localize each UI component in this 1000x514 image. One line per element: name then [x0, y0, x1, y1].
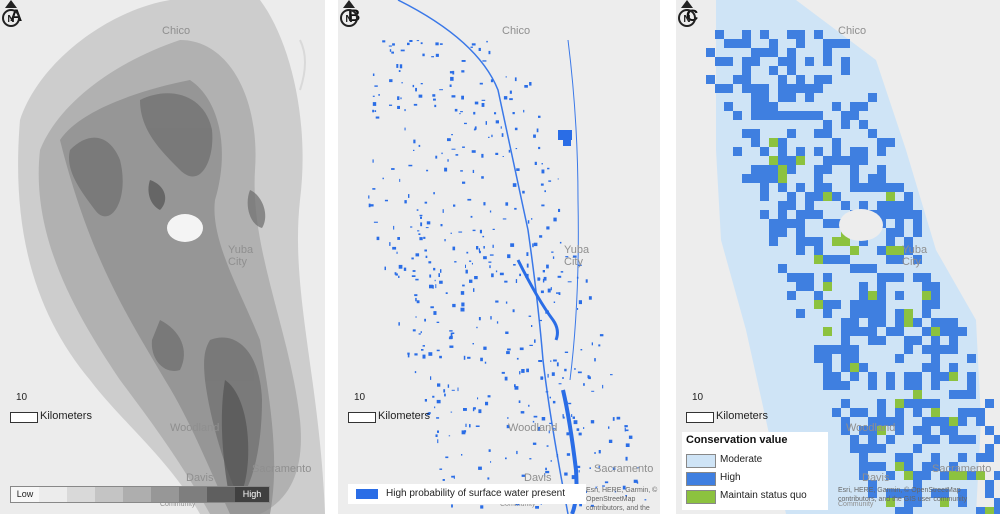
legend-swatch-high: [686, 472, 716, 486]
legend-swatch-status-quo: [686, 490, 716, 504]
conservation-legend: Conservation value Moderate High Maintai…: [682, 432, 828, 510]
place-label: Sacramento: [594, 463, 654, 475]
north-arrow-icon: N: [2, 0, 20, 27]
density-surface: [0, 0, 325, 514]
place-label: Chico: [502, 25, 531, 37]
place-label: Chico: [838, 25, 867, 37]
scale-bar: [10, 412, 38, 423]
legend-label: Moderate: [720, 454, 763, 465]
place-label: Chico: [162, 25, 191, 37]
place-label: Woodland: [846, 422, 896, 434]
svg-text:N: N: [683, 14, 690, 25]
low-density-hole: [167, 214, 203, 242]
place-label: Yuba City: [564, 244, 590, 268]
legend-label: High probability of surface water presen…: [386, 488, 565, 499]
map-attribution: Esri, HERE, Garmin, © OpenStreetMap cont…: [586, 487, 658, 512]
scale-unit: Kilometers: [40, 410, 92, 422]
scale-unit: Kilometers: [716, 410, 768, 422]
place-label: Yuba City: [902, 244, 928, 268]
place-label: Community: [500, 501, 536, 508]
place-label: Davis: [862, 472, 890, 484]
place-label: Community: [160, 501, 196, 508]
place-label: Sacramento: [252, 463, 312, 475]
scale-number: 10: [354, 392, 366, 403]
legend-title: Conservation value: [686, 434, 788, 446]
place-label: Davis: [524, 472, 552, 484]
map-panel-c[interactable]: C Chico Yuba City Woodland Davis Sacrame…: [676, 0, 1000, 514]
north-arrow-icon: N: [678, 0, 696, 27]
ramp-low-label: Low: [11, 487, 39, 502]
svg-text:N: N: [345, 14, 352, 25]
scale-unit: Kilometers: [378, 410, 430, 422]
svg-text:N: N: [7, 14, 14, 25]
scale-number: 10: [692, 392, 704, 403]
place-label: Davis: [186, 472, 214, 484]
conservation-grid: [676, 0, 1000, 514]
place-label: Community: [838, 501, 874, 508]
legend-swatch-moderate: [686, 454, 716, 468]
scale-number: 10: [16, 392, 28, 403]
map-panel-a[interactable]: A Chico Yuba City Woodland Davis Sacrame…: [0, 0, 325, 514]
surface-water-layer: [338, 0, 660, 514]
legend-label: High: [720, 472, 741, 483]
place-label: Sacramento: [932, 463, 992, 475]
ramp-high-label: High: [235, 487, 269, 502]
map-panel-b[interactable]: B Chico Yuba City Woodland Davis Sacrame…: [338, 0, 660, 514]
legend-swatch: [356, 489, 378, 499]
surface-water-legend: High probability of surface water presen…: [348, 484, 586, 504]
place-label: Woodland: [170, 422, 220, 434]
north-arrow-icon: N: [340, 0, 358, 27]
legend-label: Maintain status quo: [720, 490, 807, 501]
scale-bar: [686, 412, 714, 423]
scale-bar: [348, 412, 376, 423]
place-label: Yuba City: [228, 244, 254, 268]
density-ramp-legend: Low High: [10, 486, 270, 503]
place-label: Woodland: [508, 422, 558, 434]
map-attribution: Esri, HERE, Garmin, © OpenStreetMap cont…: [838, 487, 968, 503]
